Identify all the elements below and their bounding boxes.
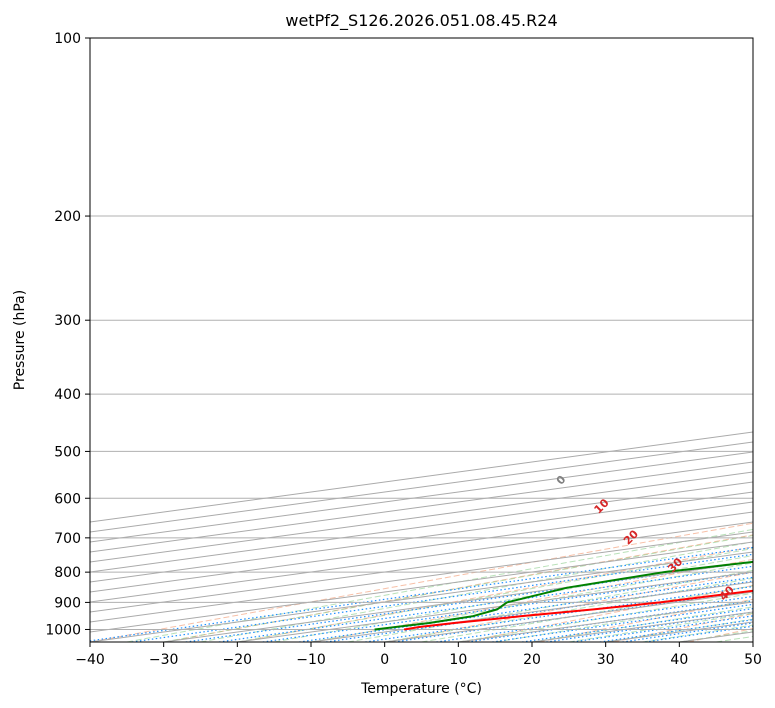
moist-adiabat-line [568, 612, 753, 642]
moist-adiabat-label: 20 [621, 527, 641, 547]
moist-adiabat-line [752, 641, 753, 642]
x-tick-label: 0 [380, 652, 389, 668]
moist-adiabat-line [421, 585, 753, 642]
x-tick-label: 50 [744, 652, 762, 668]
x-tick-label: −40 [75, 652, 105, 668]
x-axis-label: Temperature (°C) [360, 681, 482, 697]
isotherm-line [90, 501, 753, 593]
moist-adiabat-line [458, 592, 753, 642]
isotherm-line [310, 581, 753, 642]
moist-adiabat-line [163, 535, 753, 642]
x-tick-label: 10 [449, 652, 467, 668]
y-tick-label: 1000 [45, 622, 81, 638]
y-tick-label: 800 [54, 565, 81, 581]
y-axis-label: Pressure (hPa) [12, 290, 28, 390]
moist-adiabat-line [237, 547, 753, 642]
plot-area: -100-90-80-70-60-50-40-30-20-100.10.20.4… [90, 38, 775, 642]
isotherm-line [90, 451, 753, 543]
y-tick-label: 400 [54, 387, 81, 403]
x-tick-label: 40 [670, 652, 688, 668]
x-tick-label: −30 [149, 652, 179, 668]
isotherm-line [90, 511, 753, 603]
mixing-ratio-line [299, 576, 753, 642]
x-tick-label: −10 [296, 652, 326, 668]
isotherm-line [90, 551, 753, 642]
y-tick-label: 600 [54, 491, 81, 507]
moist-adiabat-line [310, 562, 753, 642]
moist-adiabat-line [200, 541, 753, 642]
x-tick-label: −20 [223, 652, 253, 668]
mixing-ratio-line [262, 571, 753, 642]
dry-adiabat-line [763, 38, 775, 642]
moist-adiabat-label: 0 [554, 473, 569, 488]
plot-frame [89, 37, 754, 643]
y-tick-label: 500 [54, 444, 81, 460]
moist-adiabat-line [347, 569, 753, 642]
isotherm-line [605, 621, 753, 642]
isotherm-line [752, 641, 753, 642]
dry-adiabat-line [613, 613, 753, 642]
chart-title: wetPf2_S126.2026.051.08.45.R24 [285, 11, 557, 31]
x-tick-label: 30 [597, 652, 615, 668]
y-tick-label: 700 [54, 531, 81, 547]
dry-adiabat-line [538, 598, 753, 642]
y-tick-label: 100 [54, 31, 81, 47]
isotherm-line [90, 461, 753, 553]
isotherm-line [90, 491, 753, 583]
dry-adiabat-line [239, 546, 753, 642]
x-tick-label: 20 [523, 652, 541, 668]
isotherm-line [90, 521, 753, 613]
isotherm-line [90, 481, 753, 573]
dry-adiabat-line [389, 571, 753, 642]
isotherm-line [384, 591, 753, 642]
isotherm-line [90, 471, 753, 563]
moist-adiabat-line [716, 635, 753, 642]
y-tick-label: 300 [54, 313, 81, 329]
moist-adiabat-line [605, 618, 753, 642]
y-tick-label: 900 [54, 595, 81, 611]
y-tick-label: 200 [54, 209, 81, 225]
moist-adiabat-line [384, 577, 753, 642]
dry-adiabat-line [165, 534, 753, 642]
moist-adiabat-line [126, 528, 753, 642]
moist-adiabat-line [274, 555, 753, 642]
dry-adiabat-line [314, 558, 753, 642]
temperature-profile-line [403, 589, 753, 631]
dry-adiabat-line [90, 522, 753, 642]
isotherm-line [90, 531, 753, 623]
dewpoint-profile-line [374, 560, 753, 631]
